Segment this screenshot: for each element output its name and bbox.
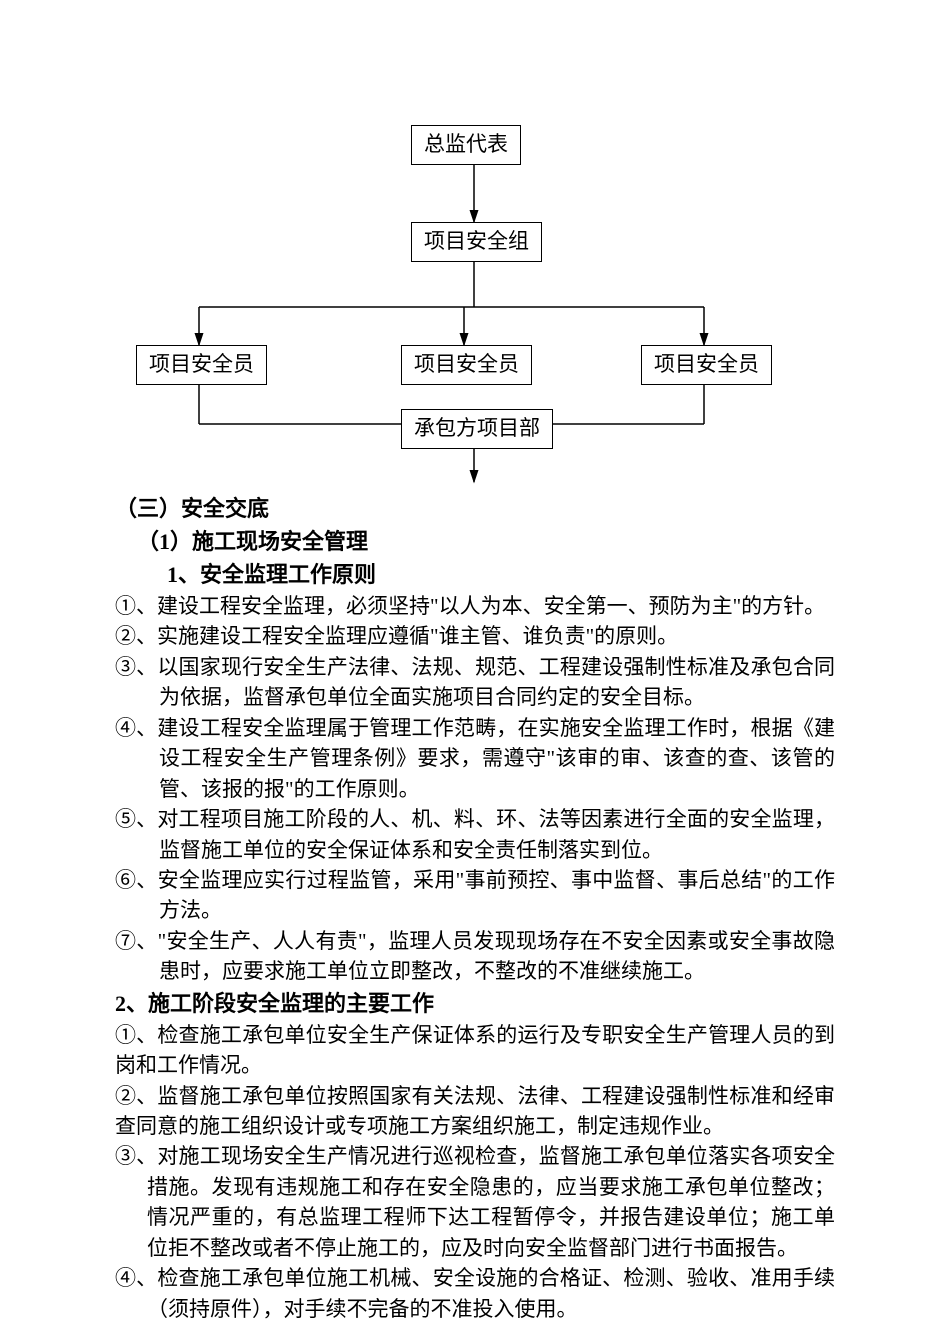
principle-6: ⑥、安全监理应实行过程监管，采用"事前预控、事中监督、事后总结"的工作方法。 bbox=[115, 865, 835, 926]
org-chart-diagram: 总监代表 项目安全组 项目安全员 项目安全员 项目安全员 承包方项目部 bbox=[0, 0, 950, 490]
node-center: 项目安全员 bbox=[401, 345, 532, 385]
work-4: ④、检查施工承包单位施工机械、安全设施的合格证、检测、验收、准用手续（须持原件）… bbox=[115, 1263, 835, 1324]
work-1: ①、检查施工承包单位安全生产保证体系的运行及专职安全生产管理人员的到岗和工作情况… bbox=[115, 1020, 835, 1081]
node-bottom: 承包方项目部 bbox=[401, 409, 553, 449]
subsection-1-heading: （1）施工现场安全管理 bbox=[115, 525, 835, 558]
node-top: 总监代表 bbox=[411, 125, 521, 165]
principle-4: ④、建设工程安全监理属于管理工作范畴，在实施安全监理工作时，根据《建设工程安全生… bbox=[115, 713, 835, 804]
node-right: 项目安全员 bbox=[641, 345, 772, 385]
work-3: ③、对施工现场安全生产情况进行巡视检查，监督施工承包单位落实各项安全措施。发现有… bbox=[115, 1141, 835, 1263]
principle-5: ⑤、对工程项目施工阶段的人、机、料、环、法等因素进行全面的安全监理，监督施工单位… bbox=[115, 804, 835, 865]
node-mid-label: 项目安全组 bbox=[424, 229, 529, 253]
section-3-heading: （三）安全交底 bbox=[115, 492, 835, 525]
subsection-2-heading: 2、施工阶段安全监理的主要工作 bbox=[115, 987, 835, 1020]
node-top-label: 总监代表 bbox=[424, 132, 508, 156]
document-body: （三）安全交底 （1）施工现场安全管理 1、安全监理工作原则 ①、建设工程安全监… bbox=[0, 492, 950, 1324]
node-left-label: 项目安全员 bbox=[149, 352, 254, 376]
principle-1: ①、建设工程安全监理，必须坚持"以人为本、安全第一、预防为主"的方针。 bbox=[115, 591, 835, 621]
principle-2: ②、实施建设工程安全监理应遵循"谁主管、谁负责"的原则。 bbox=[115, 621, 835, 651]
node-mid: 项目安全组 bbox=[411, 222, 542, 262]
principle-3: ③、以国家现行安全生产法律、法规、规范、工程建设强制性标准及承包合同为依据，监督… bbox=[115, 652, 835, 713]
node-bottom-label: 承包方项目部 bbox=[414, 416, 540, 440]
subsection-1-1-heading: 1、安全监理工作原则 bbox=[115, 558, 835, 591]
principle-7: ⑦、"安全生产、人人有责"，监理人员发现现场存在不安全因素或安全事故隐患时，应要… bbox=[115, 926, 835, 987]
node-center-label: 项目安全员 bbox=[414, 352, 519, 376]
node-right-label: 项目安全员 bbox=[654, 352, 759, 376]
node-left: 项目安全员 bbox=[136, 345, 267, 385]
work-2: ②、监督施工承包单位按照国家有关法规、法律、工程建设强制性标准和经审查同意的施工… bbox=[115, 1081, 835, 1142]
